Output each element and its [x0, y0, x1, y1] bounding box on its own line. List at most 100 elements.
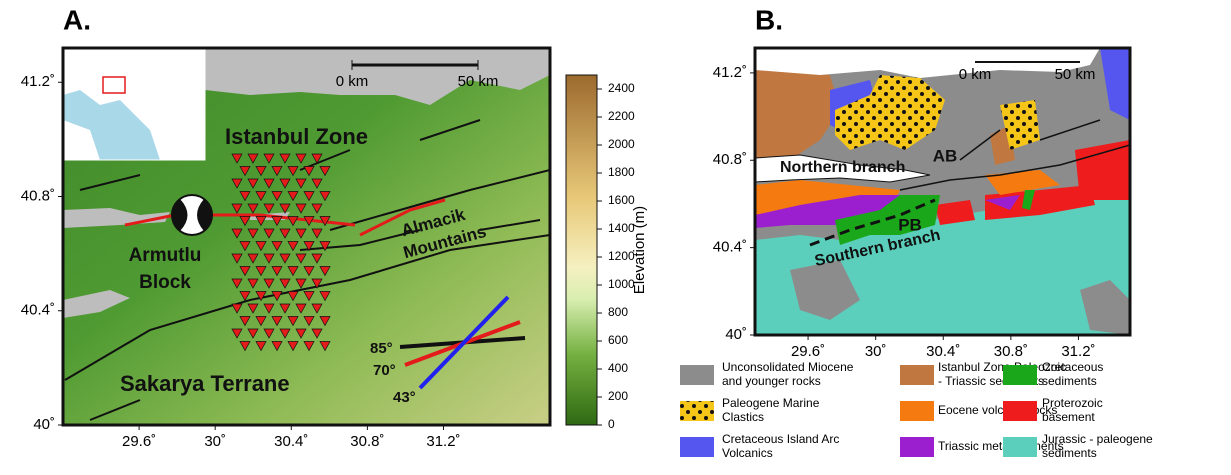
station	[263, 303, 275, 314]
legend-swatch	[1003, 401, 1037, 421]
legend-label: and younger rocks	[722, 374, 821, 388]
legend-swatch	[1003, 365, 1037, 385]
station	[287, 341, 299, 352]
station	[303, 291, 315, 302]
colorbar-tick-label: 1400	[608, 221, 635, 235]
colorbar-title: Elevation (m)	[631, 206, 648, 294]
map-label: PB	[898, 215, 922, 234]
station	[231, 303, 243, 314]
station	[239, 291, 251, 302]
legend-swatch	[680, 365, 714, 385]
station	[319, 191, 331, 202]
station	[239, 191, 251, 202]
region-label: Istanbul Zone	[225, 124, 368, 149]
legend-label: Cretaceous Island Arc	[722, 432, 839, 446]
station	[263, 178, 275, 189]
station	[247, 303, 259, 314]
station	[295, 278, 307, 289]
station	[255, 291, 267, 302]
station	[279, 328, 291, 339]
station	[255, 266, 267, 277]
station	[263, 278, 275, 289]
frame-a	[61, 46, 552, 427]
legend-swatch	[900, 401, 934, 421]
station	[311, 228, 323, 239]
map-a	[63, 48, 550, 425]
legend-swatch	[680, 401, 714, 421]
colorbar-tick-label: 200	[608, 389, 628, 403]
station	[231, 328, 243, 339]
station	[263, 328, 275, 339]
station	[311, 328, 323, 339]
legend-label: Jurassic - paleogene	[1042, 432, 1153, 446]
station	[311, 153, 323, 164]
dip-label: 43°	[393, 389, 416, 406]
station	[239, 166, 251, 177]
frame-b	[753, 46, 1132, 337]
station	[303, 166, 315, 177]
station	[287, 241, 299, 252]
scale-label: 50 km	[458, 73, 499, 90]
colorbar-tick-label: 0	[608, 417, 615, 431]
station	[247, 328, 259, 339]
x-tick-label: 29.6˚	[122, 433, 156, 450]
legend-swatch	[1003, 437, 1037, 457]
colorbar-tick-label: 1800	[608, 165, 635, 179]
station	[279, 178, 291, 189]
station	[247, 228, 259, 239]
map-b	[755, 48, 1130, 335]
station	[231, 178, 243, 189]
region-label: Block	[139, 272, 191, 293]
station	[295, 328, 307, 339]
map-label: AB	[933, 146, 958, 165]
dip-label: 70°	[373, 362, 396, 379]
legend-label: Paleogene Marine	[722, 396, 820, 410]
colorbar-tick-label: 800	[608, 305, 628, 319]
station	[295, 303, 307, 314]
y-tick-label: 41.2˚	[713, 64, 747, 81]
station	[231, 153, 243, 164]
station	[271, 291, 283, 302]
x-tick-label: 29.6˚	[791, 343, 825, 360]
x-tick-label: 30.8˚	[350, 433, 384, 450]
station	[319, 266, 331, 277]
station	[303, 316, 315, 327]
station	[271, 166, 283, 177]
station	[231, 228, 243, 239]
legend-swatch	[900, 365, 934, 385]
station	[231, 253, 243, 264]
station	[295, 228, 307, 239]
station	[303, 266, 315, 277]
station	[247, 203, 259, 214]
station	[247, 278, 259, 289]
x-tick-label: 31.2˚	[1061, 343, 1095, 360]
station	[279, 303, 291, 314]
station	[263, 253, 275, 264]
station	[319, 291, 331, 302]
station	[319, 241, 331, 252]
station	[303, 191, 315, 202]
station	[311, 203, 323, 214]
x-tick-label: 30˚	[865, 343, 887, 360]
y-tick-label: 41.2˚	[21, 73, 55, 90]
legend-label: Clastics	[722, 410, 764, 424]
legend-label: sediments	[1042, 374, 1097, 388]
station	[311, 178, 323, 189]
colorbar-tick-label: 400	[608, 361, 628, 375]
station	[239, 316, 251, 327]
y-tick-label: 40.4˚	[21, 302, 55, 319]
station	[263, 153, 275, 164]
legend-swatch	[900, 437, 934, 457]
colorbar-tick-label: 600	[608, 333, 628, 347]
y-tick-label: 40.8˚	[21, 187, 55, 204]
station	[319, 216, 331, 227]
station	[287, 191, 299, 202]
station	[303, 216, 315, 227]
station	[303, 341, 315, 352]
station	[255, 341, 267, 352]
station	[239, 216, 251, 227]
legend-label: basement	[1042, 410, 1095, 424]
colorbar-tick-label: 1000	[608, 277, 635, 291]
colorbar-tick-label: 1600	[608, 193, 635, 207]
y-tick-label: 40˚	[33, 416, 55, 433]
